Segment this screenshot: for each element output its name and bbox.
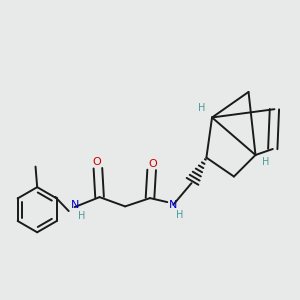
Text: N: N <box>71 200 80 210</box>
Text: H: H <box>262 157 270 166</box>
Text: N: N <box>169 200 177 210</box>
Text: O: O <box>93 157 102 167</box>
Text: O: O <box>148 159 157 169</box>
Text: H: H <box>78 212 86 221</box>
Text: H: H <box>176 210 184 220</box>
Text: H: H <box>198 103 206 113</box>
